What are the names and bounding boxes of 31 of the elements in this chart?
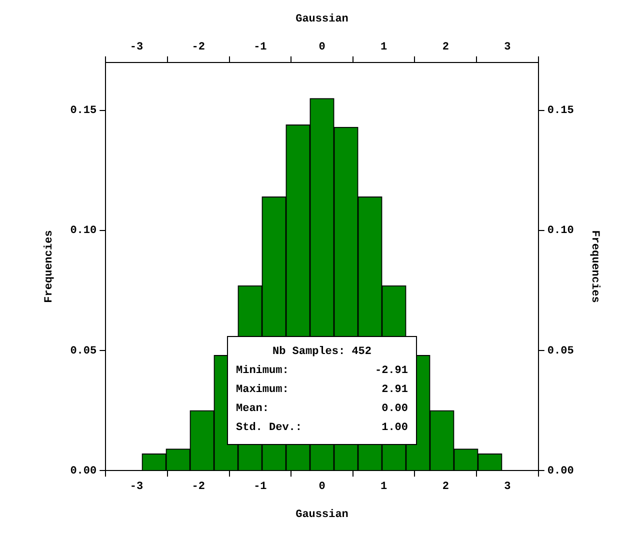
y-tick-label: 0.00 [70, 465, 97, 478]
x2-tick-label: 1 [380, 480, 388, 493]
y2-tick-label: 0.00 [547, 465, 574, 478]
text: Std. Dev.: 1.00 [236, 422, 408, 434]
x-tick-label: 2 [442, 42, 449, 54]
x2-axis-title: Gaussian [296, 13, 348, 26]
x-tick-label: 0 [318, 42, 326, 54]
x-tick-label: -1 [254, 42, 268, 54]
y2-axis-title: Frequencies [588, 230, 601, 303]
text: Minimum: -2.91 [236, 364, 408, 377]
x-tick-label: -2 [192, 42, 205, 54]
text: Mean: 0.00 [236, 402, 408, 415]
x2-tick-label: 0 [318, 480, 326, 493]
x2-tick-label: 3 [504, 480, 512, 493]
x2-tick-label: -3 [130, 480, 144, 493]
x2-tick-label: 2 [442, 480, 449, 493]
y2-tick-label: 0.15 [547, 105, 574, 118]
y2-tick-label: 0.05 [547, 345, 574, 358]
y-tick-label: 0.05 [70, 345, 97, 358]
x-axis-title: Gaussian [296, 509, 348, 522]
annotation: Nb Samples: 452 [271, 344, 373, 360]
x2-tick-label: -2 [192, 480, 205, 493]
y-tick-label: 0.10 [70, 225, 97, 238]
y-tick-label: 0.15 [70, 105, 97, 118]
y-axis-title: Frequencies [43, 230, 56, 303]
y2-tick-label: 0.10 [547, 225, 574, 238]
x-tick-label: 3 [504, 42, 512, 54]
x-tick-label: -3 [130, 42, 144, 54]
x2-tick-label: -1 [254, 480, 268, 493]
x-tick-label: 1 [380, 42, 388, 54]
text: Maximum: 2.91 [236, 384, 408, 396]
